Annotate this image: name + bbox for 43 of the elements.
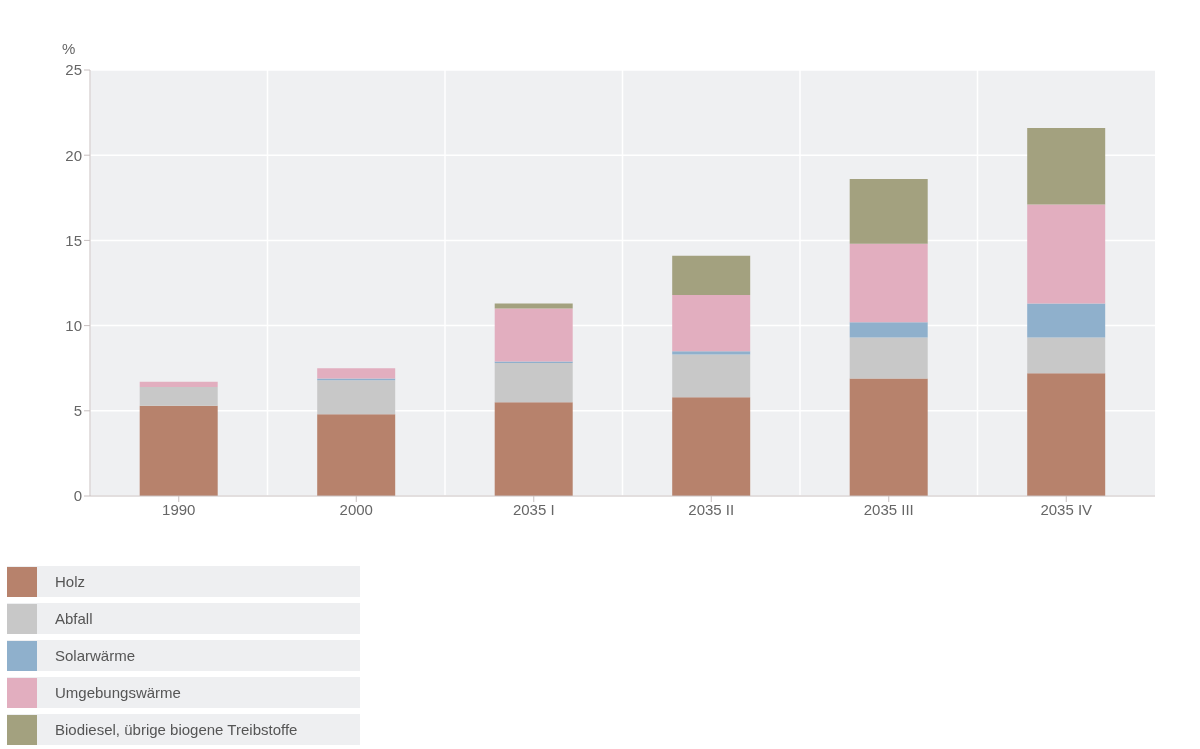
y-tick-label: 10 bbox=[65, 316, 82, 334]
bar bbox=[672, 397, 751, 496]
bar bbox=[139, 386, 218, 406]
bar bbox=[1027, 204, 1106, 304]
x-tick-label: 1990 bbox=[162, 500, 196, 518]
bar bbox=[849, 378, 928, 496]
y-tick-label: 25 bbox=[65, 61, 82, 79]
legend-label: Umgebungswärme bbox=[55, 684, 181, 701]
x-tick-label: 2035 I bbox=[512, 500, 555, 518]
bar bbox=[849, 243, 928, 323]
legend-label: Solarwärme bbox=[55, 647, 136, 664]
x-tick-label: 2035 IV bbox=[1040, 500, 1093, 518]
bar bbox=[1027, 303, 1106, 338]
legend-label: Holz bbox=[55, 573, 86, 590]
bar bbox=[139, 381, 218, 387]
bar bbox=[494, 303, 573, 309]
bar bbox=[494, 402, 573, 496]
bar bbox=[849, 322, 928, 338]
bar bbox=[1027, 127, 1106, 205]
bar bbox=[672, 354, 751, 398]
bar bbox=[849, 179, 928, 244]
x-tick-label: 2035 III bbox=[863, 500, 914, 518]
bar bbox=[317, 414, 396, 496]
bar bbox=[1027, 373, 1106, 496]
y-tick-label: 20 bbox=[65, 146, 82, 164]
y-tick-label: 5 bbox=[73, 402, 82, 420]
bar bbox=[672, 255, 751, 295]
x-tick-label: 2035 II bbox=[688, 500, 735, 518]
bar bbox=[672, 294, 751, 352]
legend-label: Abfall bbox=[55, 610, 93, 627]
bar bbox=[317, 380, 396, 415]
y-tick-label: 0 bbox=[73, 487, 82, 505]
bar bbox=[494, 363, 573, 403]
bar bbox=[494, 308, 573, 362]
bar bbox=[849, 337, 928, 379]
bar bbox=[139, 405, 218, 496]
y-axis-title: % bbox=[62, 40, 76, 57]
x-tick-label: 2000 bbox=[339, 500, 373, 518]
legend-label: Biodiesel, übrige biogene Treibstoffe bbox=[55, 721, 298, 738]
bar bbox=[1027, 337, 1106, 374]
bar bbox=[672, 351, 751, 355]
bar bbox=[317, 368, 396, 379]
y-tick-label: 15 bbox=[65, 231, 82, 249]
